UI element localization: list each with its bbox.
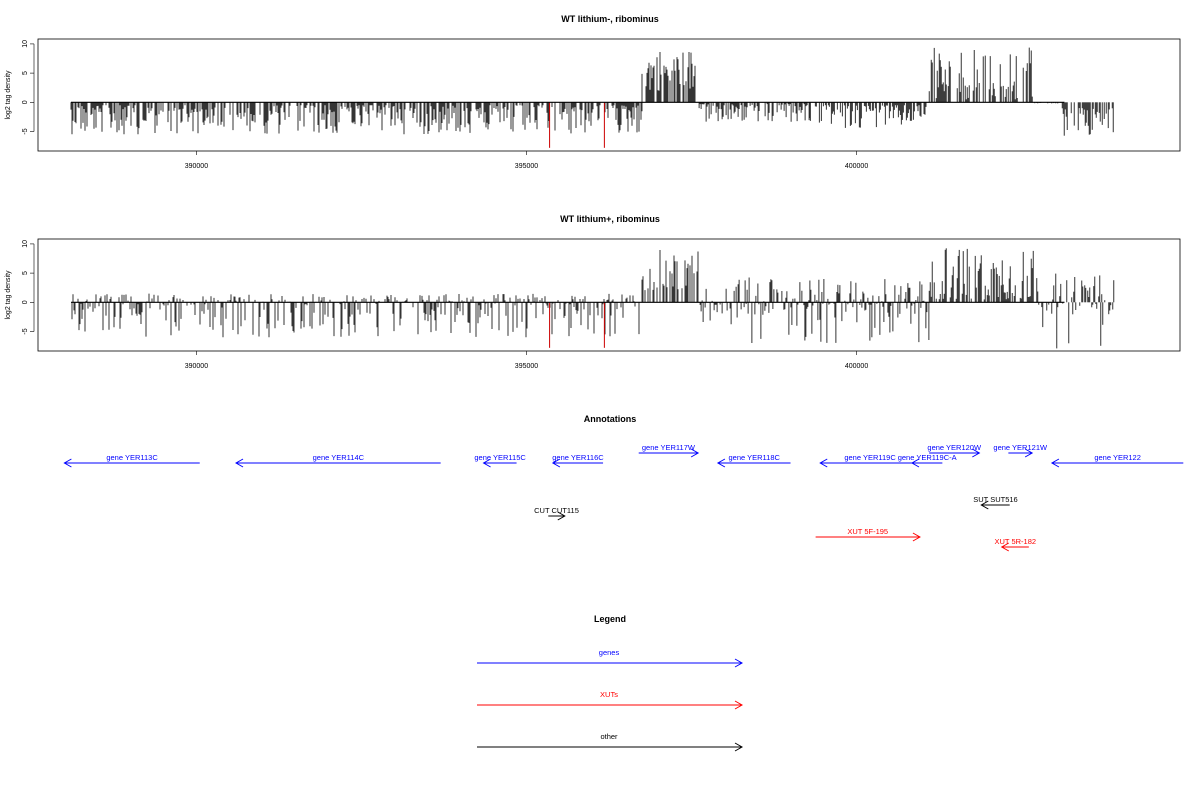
y-tick-label: -5 (22, 128, 29, 134)
annotation-feature: gene YER115C (474, 453, 526, 468)
feature-arrow-arrowhead (819, 458, 828, 468)
feature-arrow-arrowhead (910, 458, 920, 468)
annotation-feature: gene YER118C (716, 453, 791, 468)
feature-label: gene YER118C (729, 453, 781, 462)
y-tick-label: 5 (22, 71, 29, 75)
legend-arrow-arrowhead (734, 658, 744, 668)
annotation-feature: SUT SUT516 (973, 495, 1018, 510)
annotation-feature: XUT 5F-195 (815, 527, 921, 542)
track-panel-lithium-minus: WT lithium-, ribominus 10 5 0 -5 390000 3950… (5, 14, 1181, 170)
x-tick-label: 395000 (515, 363, 538, 370)
highlight-bars (549, 102, 605, 148)
annotation-feature: gene YER114C (235, 453, 441, 468)
panel-title: WT lithium+, ribominus (560, 214, 660, 224)
track-panel-lithium-plus: WT lithium+, ribominus 10 5 0 -5 390000 3950… (5, 214, 1181, 370)
feature-arrow-arrowhead (1024, 448, 1034, 458)
x-tick-label: 400000 (845, 163, 868, 170)
annotation-feature: gene YER113C (63, 453, 200, 468)
feature-label: gene YER122 (1094, 453, 1141, 462)
feature-arrow-arrowhead (912, 532, 921, 542)
feature-label: gene YER115C (474, 453, 526, 462)
plot-frame (37, 38, 1181, 152)
y-tick-label: 10 (22, 40, 29, 48)
legend-item: other (477, 732, 744, 752)
highlight-bars (549, 302, 605, 348)
feature-label: gene YER116C (552, 453, 604, 462)
legend-title: Legend (594, 614, 626, 624)
x-tick-label: 395000 (515, 163, 538, 170)
annotation-feature: XUT 5R-182 (995, 537, 1037, 552)
y-axis: 10 5 0 -5 (22, 40, 35, 135)
plot-frame (37, 238, 1181, 352)
y-axis-label: log2 tag density (5, 70, 12, 120)
feature-label: CUT CUT115 (534, 506, 579, 515)
annotations-panel: Annotations gene YER113C gene YER114C gene… (63, 414, 1184, 552)
annotation-feature: gene YER121W (993, 443, 1048, 458)
feature-label: gene YER117W (642, 443, 696, 452)
legend-label: XUTs (600, 690, 618, 699)
x-axis: 390000 395000 400000 (185, 151, 868, 170)
annotation-feature: gene YER119C (819, 453, 920, 468)
legend-item: genes (477, 648, 744, 668)
feature-label: gene YER120W (927, 443, 982, 452)
feature-label: gene YER114C (313, 453, 365, 462)
feature-arrow-arrowhead (557, 511, 566, 521)
legend-label: genes (599, 648, 620, 657)
feature-arrow-arrowhead (1050, 458, 1060, 468)
feature-label: gene YER119C-A (898, 453, 957, 462)
feature-arrow-arrowhead (1000, 542, 1010, 552)
y-tick-label: 10 (22, 240, 29, 248)
feature-arrow-arrowhead (716, 458, 726, 468)
legend-arrow-arrowhead (734, 700, 744, 710)
density-bars (71, 248, 1115, 349)
feature-arrow-arrowhead (980, 500, 989, 510)
legend-arrow-arrowhead (734, 742, 744, 752)
annotation-feature: gene YER122 (1050, 453, 1184, 468)
legend-items: genes XUTs other (477, 648, 744, 752)
feature-arrow-arrowhead (482, 458, 491, 468)
x-tick-label: 400000 (845, 363, 868, 370)
y-axis-label: log2 tag density (5, 270, 12, 320)
annotation-features: gene YER113C gene YER114C gene YER115C gene… (63, 443, 1184, 552)
feature-arrow-arrowhead (235, 458, 244, 468)
legend-panel: Legend genes XUTs other (477, 614, 744, 752)
x-tick-label: 390000 (185, 363, 208, 370)
feature-label: gene YER121W (993, 443, 1048, 452)
feature-label: XUT 5R-182 (995, 537, 1037, 546)
feature-label: gene YER113C (106, 453, 158, 462)
legend-label: other (600, 732, 618, 741)
y-tick-label: 5 (22, 271, 29, 275)
annotation-feature: gene YER117W (638, 443, 700, 458)
x-axis: 390000 395000 400000 (185, 351, 868, 370)
y-tick-label: 0 (22, 100, 29, 104)
y-tick-label: -5 (22, 328, 29, 334)
legend-item: XUTs (477, 690, 744, 710)
x-tick-label: 390000 (185, 163, 208, 170)
feature-label: SUT SUT516 (973, 495, 1017, 504)
annotation-feature: CUT CUT115 (534, 506, 579, 521)
feature-arrow-arrowhead (63, 458, 72, 468)
annotations-title: Annotations (584, 414, 637, 424)
annotation-feature: gene YER116C (551, 453, 604, 468)
density-bars (70, 47, 1114, 136)
panel-title: WT lithium-, ribominus (561, 14, 659, 24)
y-tick-label: 0 (22, 300, 29, 304)
feature-arrow-arrowhead (690, 448, 700, 458)
feature-arrow-arrowhead (972, 448, 981, 458)
annotation-feature: gene YER120W (927, 443, 982, 458)
feature-label: gene YER119C (844, 453, 896, 462)
y-axis: 10 5 0 -5 (22, 240, 35, 335)
feature-arrow-arrowhead (551, 458, 561, 468)
annotation-feature: gene YER119C-A (898, 453, 957, 468)
feature-label: XUT 5F-195 (847, 527, 888, 536)
